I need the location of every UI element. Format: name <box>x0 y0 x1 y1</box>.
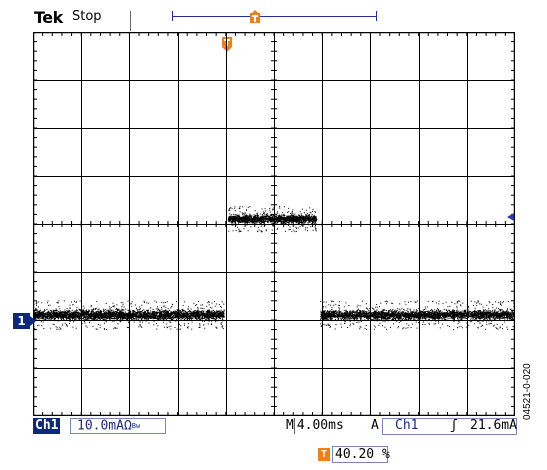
trigger-level-arrow-icon[interactable] <box>507 213 514 221</box>
channel-scale-readout[interactable]: 10.0mAΩBw <box>70 418 166 434</box>
figure-id: 04521-0-020 <box>522 363 533 420</box>
horizontal-position-value: 40.20 % <box>332 446 390 463</box>
trigger-level: 21.6mA <box>470 418 517 433</box>
trigger-readout-box[interactable] <box>382 418 517 435</box>
top-status-bar: Tek Stop <box>0 0 547 34</box>
channel-scale: 10.0mAΩ <box>77 418 132 434</box>
waveform-trace <box>33 206 515 331</box>
trigger-source: Ch1 <box>395 418 419 433</box>
bandwidth-limit-mark: Bw <box>131 422 141 430</box>
trigger-mode: A <box>371 418 379 433</box>
trace-points <box>33 206 515 331</box>
timebase-value: 4.00ms <box>293 418 344 434</box>
trigger-slope-icon: ʃ <box>450 418 458 433</box>
graticule <box>33 32 515 416</box>
channel-label[interactable]: Ch1 <box>33 418 61 434</box>
timebase-readout[interactable]: M 4.00ms <box>286 418 344 434</box>
brand-logo: Tek <box>34 8 63 27</box>
divider <box>130 11 131 31</box>
acquisition-state: Stop <box>72 9 102 24</box>
record-trigger-marker-icon <box>249 10 261 23</box>
horizontal-position-icon: T <box>318 448 330 461</box>
record-view-bar <box>172 11 377 21</box>
waveform-display[interactable] <box>33 32 515 416</box>
timebase-prefix: M <box>286 418 294 433</box>
bottom-status-bar: Ch1 10.0mAΩBw M 4.00ms A Ch1 ʃ 21.6mA <box>0 416 547 436</box>
channel-1-ground-marker[interactable]: 1 <box>13 313 36 329</box>
